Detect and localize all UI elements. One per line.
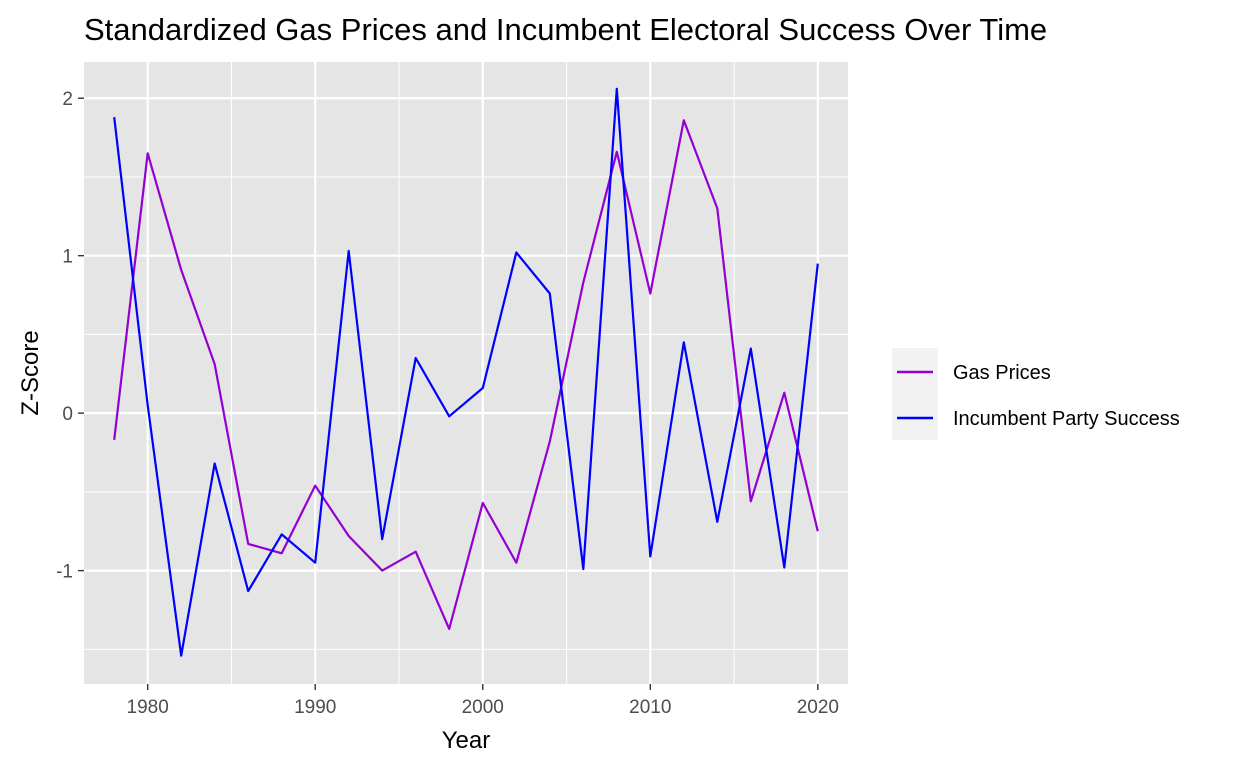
major-gridlines (84, 62, 848, 684)
legend: Gas Prices Incumbent Party Success (892, 348, 1180, 440)
x-axis: 1980 1990 2000 2010 2020 (127, 684, 839, 718)
y-axis: -1 0 1 2 (56, 89, 84, 583)
y-axis-title: Z-Score (17, 330, 44, 415)
y-tick-label: -1 (56, 562, 73, 583)
x-axis-title: Year (442, 727, 491, 754)
x-tick-label: 2010 (629, 697, 671, 718)
chart-title: Standardized Gas Prices and Incumbent El… (84, 12, 1047, 47)
legend-key-background (892, 348, 938, 440)
gas-prices-line (113, 119, 819, 631)
legend-label-gas-prices: Gas Prices (953, 362, 1051, 384)
incumbent-party-success-line (113, 87, 819, 657)
y-tick-label: 0 (62, 404, 73, 425)
x-tick-label: 2020 (797, 697, 839, 718)
series-lines (113, 87, 819, 657)
x-tick-label: 1990 (294, 697, 336, 718)
y-tick-label: 2 (62, 89, 73, 110)
plot-panel (84, 62, 848, 684)
minor-gridlines (84, 62, 848, 684)
y-tick-label: 1 (62, 247, 73, 268)
legend-label-incumbent-party-success: Incumbent Party Success (953, 408, 1180, 430)
x-tick-label: 1980 (127, 697, 169, 718)
x-tick-label: 2000 (462, 697, 504, 718)
